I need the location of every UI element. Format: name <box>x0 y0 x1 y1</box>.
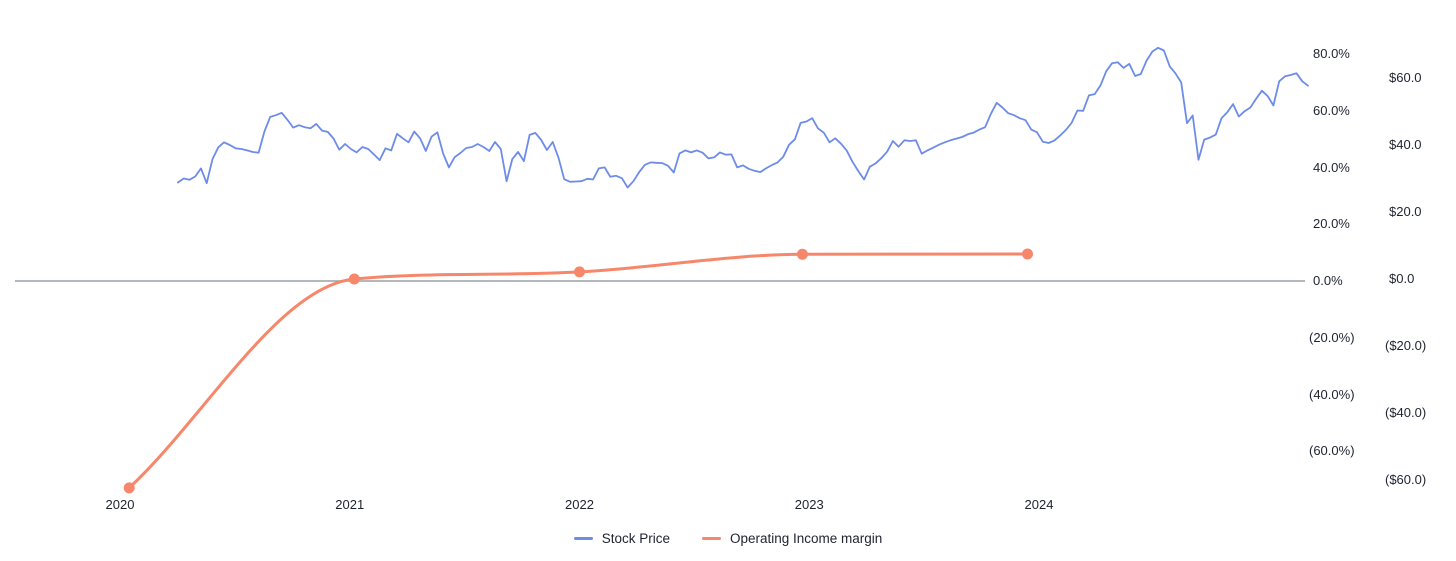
stock-price-line <box>177 46 1309 189</box>
percent-tick-label: 60.0% <box>1313 102 1350 118</box>
year-tick-label: 2021 <box>335 497 365 512</box>
operating-margin-point <box>123 482 135 494</box>
operating-margin-point <box>574 266 585 278</box>
operating-margin-points <box>123 248 1033 494</box>
percent-tick-label: 0.0% <box>1313 273 1343 288</box>
percent-tick-label: (20.0%) <box>1309 329 1355 345</box>
percent-tick-label: (60.0%) <box>1309 443 1355 459</box>
year-tick-label: 2023 <box>794 497 824 512</box>
dollar-tick-label: $40.0 <box>1389 137 1422 152</box>
operating-margin-legend-label: Operating Income margin <box>729 531 883 546</box>
dollar-tick-label: $60.0 <box>1389 70 1422 85</box>
dollar-tick-label: $20.0 <box>1389 204 1422 219</box>
operating-margin-point <box>1022 248 1033 260</box>
legend-item-operating-margin: Operating Income margin <box>701 531 883 546</box>
dollar-tick-label: ($40.0) <box>1385 405 1427 420</box>
operating-margin-legend-swatch <box>701 537 721 540</box>
operating-margin-point <box>796 248 808 260</box>
percent-tick-label: (40.0%) <box>1309 386 1355 402</box>
legend-item-stock-price: Stock Price <box>573 531 670 546</box>
year-tick-label: 2022 <box>565 497 594 512</box>
stock-price-legend-label: Stock Price <box>601 531 670 546</box>
percent-tick-label: 40.0% <box>1313 159 1350 175</box>
stock-price-legend-swatch <box>573 537 593 540</box>
year-tick-label: 2024 <box>1024 497 1054 512</box>
year-tick-label: 2020 <box>105 497 135 512</box>
percent-tick-label: 80.0% <box>1313 46 1350 61</box>
dollar-tick-label: $0.0 <box>1389 271 1415 286</box>
dollar-tick-label: ($60.0) <box>1385 472 1427 487</box>
operating-margin-line <box>127 252 1029 490</box>
operating-margin-point <box>348 273 360 285</box>
percent-tick-label: 20.0% <box>1313 216 1350 232</box>
legend: Stock Price Operating Income margin <box>0 531 1456 546</box>
dollar-tick-label: ($20.0) <box>1385 338 1427 353</box>
